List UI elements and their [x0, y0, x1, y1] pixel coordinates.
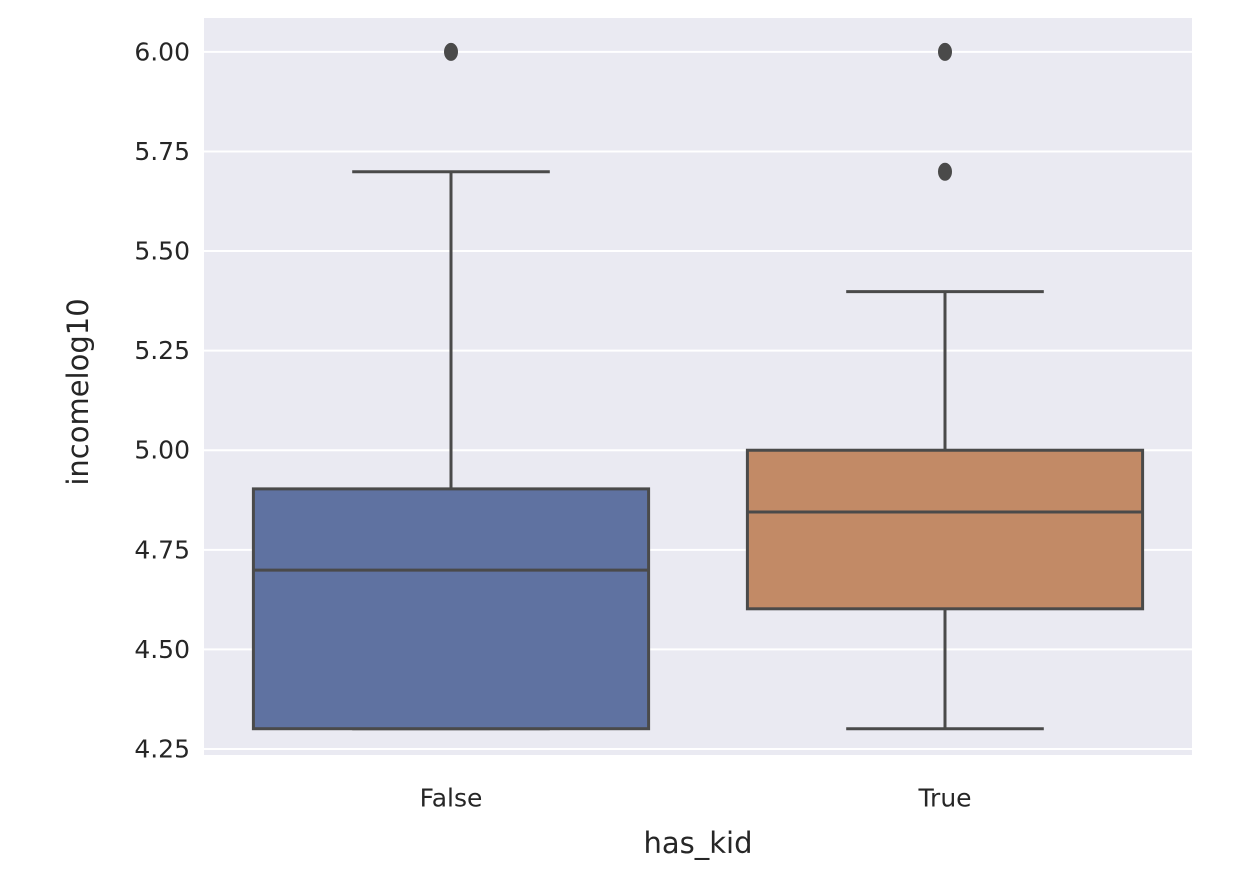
x-tick-labels: False True [420, 784, 972, 813]
box-group-false [251, 42, 651, 731]
x-axis-label: has_kid [643, 826, 752, 860]
box-group-true [745, 42, 1145, 731]
y-tick-label: 5.25 [134, 336, 190, 365]
box-iqr [745, 448, 1145, 611]
outlier-point [938, 42, 952, 61]
y-tick-label: 4.50 [134, 635, 190, 664]
y-tick-label: 5.75 [134, 137, 190, 166]
y-tick-label: 5.00 [134, 436, 190, 465]
y-axis-label: incomelog10 [61, 298, 95, 485]
y-tick-labels: 4.25 4.50 4.75 5.00 5.25 5.50 5.75 6.00 [134, 37, 190, 763]
y-tick-label: 5.50 [134, 237, 190, 266]
x-tick-label: True [917, 784, 971, 813]
x-tick-label: False [420, 784, 483, 813]
outlier-point [444, 42, 458, 61]
y-tick-label: 4.75 [134, 535, 190, 564]
outlier-point [938, 162, 952, 181]
boxes [251, 42, 1145, 731]
box-iqr [251, 487, 651, 731]
y-tick-label: 4.25 [134, 735, 190, 764]
y-tick-label: 6.00 [134, 37, 190, 66]
